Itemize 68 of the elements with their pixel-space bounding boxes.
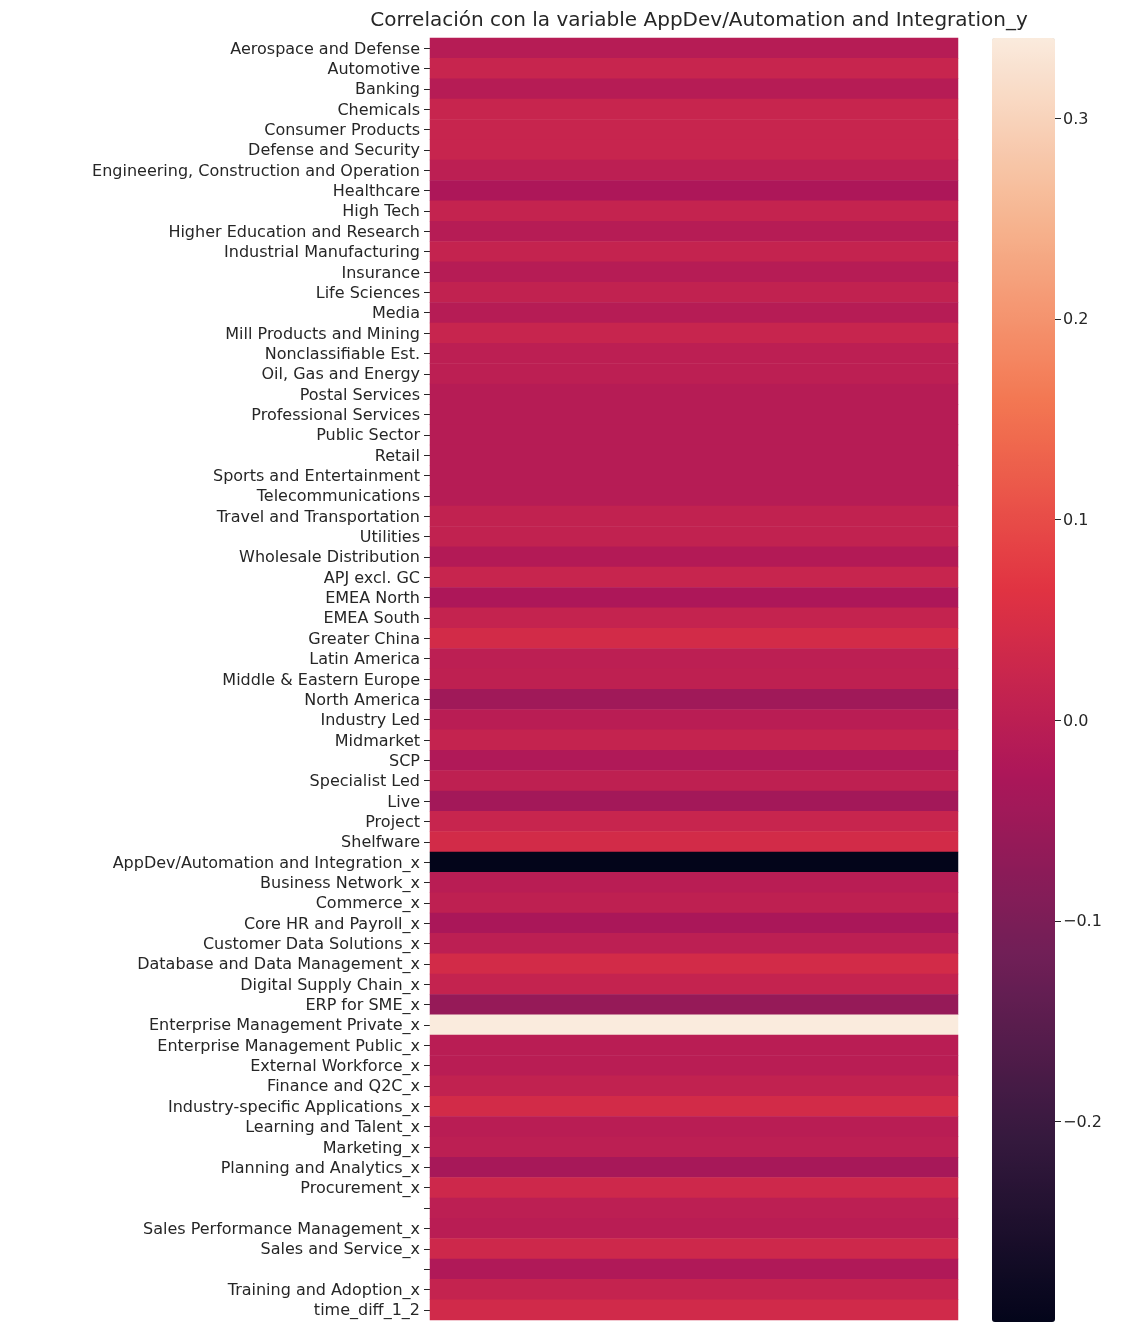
y-tick-label: APJ excl. GC — [323, 567, 420, 587]
y-tick-label: North America — [304, 689, 420, 709]
y-tick-label: Banking — [355, 79, 420, 99]
y-tick-label: Commerce_x — [315, 893, 420, 914]
y-tick-label: Higher Education and Research — [168, 221, 420, 241]
y-tick-label: Public Sector — [316, 425, 421, 445]
y-tick-label: Planning and Analytics_x — [220, 1157, 420, 1178]
y-tick-label: Database and Data Management_x — [137, 954, 420, 975]
y-tick-label: Finance and Q2C_x — [267, 1076, 420, 1097]
y-tick-label: External Workforce_x — [250, 1056, 420, 1077]
y-tick-label: Professional Services — [251, 404, 420, 424]
y-tick-label: Nonclassifiable Est. — [264, 343, 420, 363]
y-tick-label: Sales Performance Management_x — [142, 1218, 420, 1239]
y-tick-label: Insurance — [341, 262, 420, 282]
color-bar-label: 0.0 — [1063, 710, 1089, 730]
y-tick-label: Greater China — [308, 628, 420, 648]
y-tick-label: Telecommunications — [255, 486, 420, 506]
color-bar-label: 0.1 — [1063, 510, 1089, 529]
y-tick-label: time_diff_1_2 — [313, 1300, 420, 1321]
y-tick-label: Automotive — [327, 59, 420, 79]
y-tick-label: Customer Data Solutions_x — [202, 934, 420, 955]
y-tick-label: Retail — [374, 445, 420, 465]
y-tick-label: Healthcare — [332, 181, 420, 201]
y-tick-label: Utilities — [359, 527, 420, 547]
color-bar-label: −0.2 — [1063, 1111, 1102, 1131]
y-tick-label: Business Network_x — [260, 872, 420, 893]
y-tick-label: Consumer Products — [264, 120, 420, 140]
y-tick-label: Life Sciences — [315, 282, 420, 302]
y-tick-label: Aerospace and Defense — [230, 38, 420, 58]
y-tick-label: Shelfware — [341, 832, 420, 852]
y-tick-label: Live — [387, 791, 420, 811]
y-tick-label: Industry Led — [320, 710, 420, 730]
y-tick-label: Defense and Security — [248, 140, 420, 160]
y-tick-label: Industrial Manufacturing — [224, 242, 420, 262]
y-tick-label: Training and Adoption_x — [226, 1279, 420, 1300]
y-tick-label: Sports and Entertainment — [212, 466, 420, 486]
color-bar-label: 0.3 — [1063, 108, 1089, 128]
y-tick-label: Digital Supply Chain_x — [240, 974, 420, 995]
y-tick-label: ERP for SME_x — [305, 995, 420, 1016]
chart-title: Correlación con la variable AppDev/Automation and Integration_y — [370, 7, 1028, 31]
y-tick-label: EMEA South — [323, 608, 420, 628]
y-tick-label: Marketing_x — [322, 1137, 420, 1158]
y-tick-label: Project — [365, 811, 420, 831]
y-tick-label: AppDev/Automation and Integration_x — [112, 852, 420, 873]
y-tick-label: Procurement_x — [300, 1178, 420, 1199]
color-bar-label: 0.2 — [1063, 309, 1089, 329]
y-tick-label: Industry-specific Applications_x — [167, 1096, 420, 1117]
y-tick-label: SCP — [389, 750, 421, 770]
y-tick-label: Travel and Transportation — [215, 506, 420, 526]
y-tick-label: Chemicals — [337, 99, 420, 119]
y-tick-label: Midmarket — [334, 730, 420, 750]
y-tick-label: Media — [371, 303, 420, 323]
y-tick-label: EMEA North — [325, 588, 420, 608]
color-bar-label: −0.1 — [1063, 911, 1102, 931]
y-tick-label: Latin America — [309, 649, 420, 669]
y-tick-label: Core HR and Payroll_x — [243, 913, 420, 934]
y-tick-label: Engineering, Construction and Operation — [92, 160, 420, 180]
y-tick-label: Specialist Led — [309, 771, 420, 791]
y-tick-label: Mill Products and Mining — [225, 323, 420, 343]
y-tick-label: Wholesale Distribution — [239, 547, 420, 567]
y-tick-label: Enterprise Management Private_x — [148, 1015, 420, 1036]
y-tick-label: Middle & Eastern Europe — [222, 669, 420, 689]
y-tick-label: Postal Services — [299, 384, 420, 404]
y-tick-label: High Tech — [342, 201, 420, 221]
y-tick-label: Enterprise Management Public_x — [157, 1035, 420, 1056]
y-tick-label: Learning and Talent_x — [245, 1117, 420, 1138]
y-tick-label: Oil, Gas and Energy — [261, 364, 420, 384]
y-tick-label: Sales and Service_x — [260, 1239, 420, 1260]
